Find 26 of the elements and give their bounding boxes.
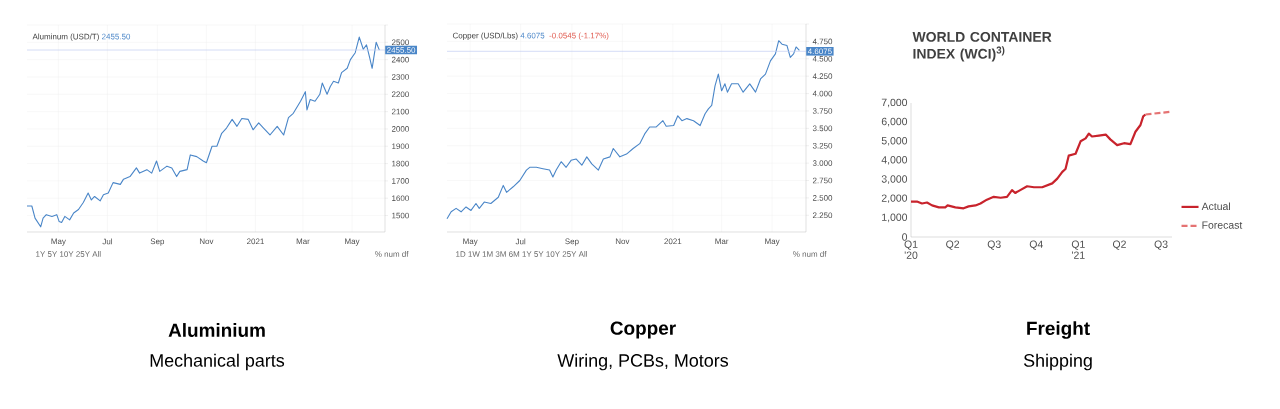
legend-label: Actual <box>1201 202 1230 211</box>
text: Copper <box>610 321 676 339</box>
y-tick-label: 0 <box>902 233 908 241</box>
y-tick-label: 7,000 <box>881 98 908 108</box>
x-tick-label: Q2 <box>946 240 960 250</box>
x-tick-label: Q1 '20 <box>904 240 918 259</box>
y-tick-label: 5,000 <box>881 136 908 146</box>
legend-label: Forecast <box>1202 221 1243 229</box>
y-tick-label: 6,000 <box>881 117 908 127</box>
text: Freight <box>1027 321 1090 339</box>
y-tick-label: 4,000 <box>881 156 908 165</box>
x-tick-label: Q3 <box>987 240 1001 250</box>
y-tick-label: 1,000 <box>882 213 908 223</box>
text: Shipping <box>1023 353 1092 371</box>
x-tick-label: Q2 <box>1112 240 1126 250</box>
text: Wiring, PCBs, Motors <box>557 353 729 371</box>
line-series <box>909 113 1147 210</box>
x-tick-label: Q3 <box>1154 240 1168 250</box>
x-tick-label: Q4 <box>1029 240 1043 250</box>
line-series <box>446 40 800 220</box>
y-tick-label: 2,000 <box>881 194 908 204</box>
y-tick-label: 3,000 <box>881 175 908 184</box>
chart-title: WORLD CONTAINER INDEX (WCI)$^{3)}$ <box>912 31 1052 62</box>
text: Aluminium <box>168 323 265 337</box>
x-tick-label: Q1 '21 <box>1071 240 1085 259</box>
text: Mechanical parts <box>150 353 285 371</box>
